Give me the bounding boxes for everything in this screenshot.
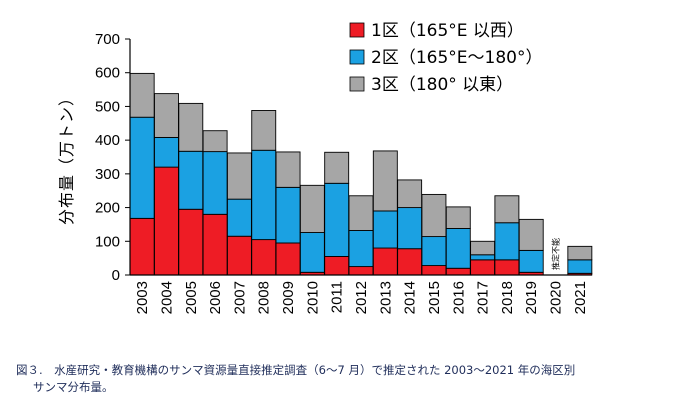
y-axis-label: 分布量（万トン） [57,89,76,225]
x-tick-label: 2009 [280,281,297,314]
bar-2017-zone-2 [470,254,496,261]
bar-2008-zone-3 [251,110,277,151]
bar-2016-zone-3 [445,206,471,229]
bar-2007-zone-1 [226,235,252,276]
bar-2012-zone-2 [348,230,374,268]
bar-2016-zone-2 [445,228,471,269]
bar-2012-zone-3 [348,195,374,231]
bar-2004-zone-3 [154,93,179,138]
bar-2018-zone-1 [494,259,520,276]
x-tick-label: 2008 [256,281,273,314]
bar-2003-zone-2 [129,116,155,219]
y-tick-label: 700 [95,31,120,48]
bar-2021-zone-3 [567,245,593,261]
annotation-not-estimable: 推定不能 [551,238,561,270]
x-tick-label: 2011 [329,281,346,313]
bar-2014-zone-3 [397,179,423,209]
bar-2013-zone-3 [372,150,398,212]
x-axis: 2003 2004 2005 2006 2007 2008 2009 2010 2011 2012… [130,274,592,314]
x-tick-label: 2007 [231,281,248,314]
y-tick-label: 400 [95,132,120,149]
bar-2005-zone-2 [178,150,204,210]
bar-2005-zone-3 [178,102,204,152]
x-tick-label: 2021 [572,281,589,314]
bar-2008-zone-1 [251,239,277,276]
x-tick-label: 2013 [377,281,394,314]
x-tick-label: 2015 [426,281,443,314]
bar-2011-zone-1 [324,256,350,276]
x-tick-label: 2018 [499,281,516,314]
legend: 1区（165°E 以西） 2区（165°E～180°） 3区（180° 以東） [349,21,542,95]
bar-2011-zone-2 [324,182,350,257]
bar-2015-zone-2 [421,236,447,267]
x-tick-label: 2005 [183,281,200,314]
y-tick-label: 200 [95,200,120,217]
x-tick-label: 2010 [304,281,321,314]
legend-label-zone-1: 1区（165°E 以西） [371,21,524,41]
bar-2016-zone-1 [445,267,471,276]
legend-swatch-zone-3 [349,76,365,92]
bar-2009-zone-3 [275,151,301,188]
bar-2019-zone-2 [518,249,544,273]
bar-2013-zone-1 [372,247,398,276]
bar-2014-zone-1 [397,248,423,276]
figure-caption: 図３. 水産研究・教育機構のサンマ資源量直接推定調査（6～7 月）で推定された … [16,362,676,396]
legend-label-zone-3: 3区（180° 以東） [371,75,513,95]
x-tick-label: 2017 [475,281,492,314]
x-tick-label: 2016 [450,281,467,314]
bar-2010-zone-3 [299,184,325,233]
x-tick-label: 2020 [548,281,565,314]
bar-2006-zone-2 [202,151,228,215]
bar-2006-zone-1 [202,213,228,276]
bar-2018-zone-2 [494,222,520,261]
x-tick-label: 2004 [158,281,175,314]
stacked-bar-chart: 分布量（万トン） 1区（165°E 以西） 2区（165°E～180°） 3区（18… [57,21,593,314]
bar-2021-zone-2 [567,259,593,274]
bar-2017-zone-3 [470,240,496,256]
bar-2012-zone-1 [348,266,374,276]
bar-2003-zone-3 [129,72,155,118]
bar-2010-zone-2 [299,232,325,273]
bar-2003-zone-1 [129,217,155,276]
bar-2013-zone-2 [372,210,398,249]
bar-2008-zone-2 [251,149,277,241]
x-tick-label: 2012 [353,281,370,314]
x-tick-label: 2019 [523,281,540,314]
bar-2011-zone-3 [324,151,350,184]
bar-2014-zone-2 [397,207,423,250]
x-tick-label: 2003 [134,281,151,314]
bar-2017-zone-1 [470,259,496,276]
bar-2015-zone-3 [421,193,447,238]
bar-2009-zone-1 [275,242,301,276]
y-tick-label: 100 [95,233,120,250]
legend-label-zone-2: 2区（165°E～180°） [371,48,542,68]
x-tick-label: 2006 [207,281,224,314]
y-tick-label: 500 [95,98,120,115]
caption-line-2: サンマ分布量。 [33,380,114,394]
bar-2015-zone-1 [421,265,447,276]
bar-2007-zone-3 [226,152,252,200]
y-axis: 0 100 200 300 400 500 600 700 [95,31,131,284]
bar-2018-zone-3 [494,195,520,224]
bar-2006-zone-3 [202,130,228,153]
bar-2005-zone-1 [178,208,204,276]
y-tick-label: 600 [95,65,120,82]
legend-swatch-zone-1 [349,22,365,38]
bar-2009-zone-2 [275,186,301,244]
bars: 推定不能 [129,72,593,276]
bar-2019-zone-3 [518,218,544,251]
y-tick-label: 300 [95,166,120,183]
x-tick-label: 2014 [402,281,419,314]
caption-line-1: 図３. 水産研究・教育機構のサンマ資源量直接推定調査（6～7 月）で推定された … [16,363,576,377]
bar-2004-zone-1 [154,166,179,276]
bar-2007-zone-2 [226,198,252,237]
y-tick-label: 0 [112,267,120,284]
legend-swatch-zone-2 [349,49,365,65]
bar-2004-zone-2 [154,136,179,168]
